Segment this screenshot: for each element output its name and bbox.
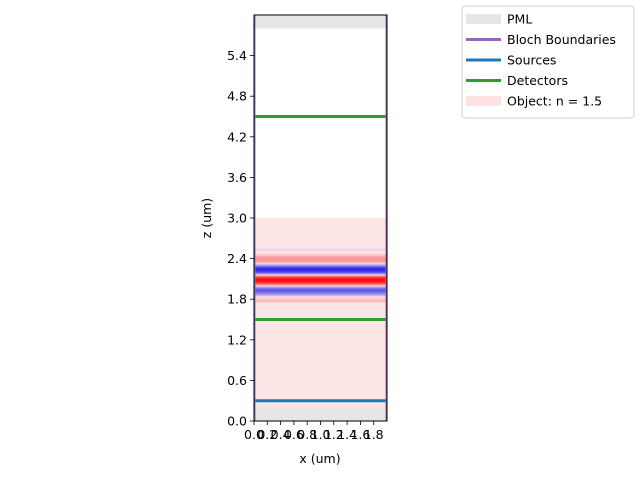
field-band xyxy=(254,291,387,293)
x-tick-label: 0.6 xyxy=(284,427,304,442)
y-tick-label: 4.2 xyxy=(227,129,247,144)
field-band xyxy=(254,269,387,271)
x-tick-label: 1.4 xyxy=(337,427,357,442)
field-band xyxy=(254,282,387,284)
field-band xyxy=(254,289,387,292)
field-band xyxy=(254,273,387,275)
x-tick-label: 1.8 xyxy=(364,427,384,442)
pml-region-1 xyxy=(254,15,387,29)
field-band xyxy=(254,260,387,262)
field-band xyxy=(254,275,387,277)
y-tick-label: 5.4 xyxy=(227,48,247,63)
field-band xyxy=(254,288,387,290)
legend: PML Bloch Boundaries Sources Detectors Objec… xyxy=(461,5,635,119)
field-band xyxy=(254,294,387,296)
field-band xyxy=(254,277,387,279)
field-band xyxy=(254,271,387,273)
field-band xyxy=(254,270,387,272)
field-band xyxy=(254,268,387,270)
y-tick-label: 4.8 xyxy=(227,89,247,104)
field-band xyxy=(254,253,387,255)
field-band xyxy=(254,263,387,265)
field-band xyxy=(254,295,387,297)
legend-patch xyxy=(466,96,501,106)
field-band xyxy=(254,283,387,285)
y-tick-label: 2.4 xyxy=(227,251,247,266)
field-band xyxy=(254,255,387,257)
pml-region-0 xyxy=(254,407,387,421)
y-tick-label: 3.0 xyxy=(227,211,247,226)
legend-box xyxy=(461,5,635,119)
x-tick-label: 1.2 xyxy=(324,427,344,442)
x-axis-label: x (um) xyxy=(299,451,340,466)
field-band xyxy=(254,248,387,250)
field-band xyxy=(254,256,387,259)
field-band xyxy=(254,259,387,261)
field-band xyxy=(254,285,387,287)
field-band xyxy=(254,297,387,299)
legend-label: Bloch Boundaries xyxy=(507,32,616,47)
field-band xyxy=(254,276,387,278)
field-band xyxy=(254,290,387,292)
legend-label: Sources xyxy=(507,53,556,68)
field-band xyxy=(254,278,387,280)
field-band xyxy=(254,267,387,269)
field-band xyxy=(254,266,387,268)
legend-label: Object: n = 1.5 xyxy=(507,94,602,109)
field-band xyxy=(254,292,387,294)
field-band xyxy=(254,286,387,288)
field-band xyxy=(254,287,387,289)
field-band xyxy=(254,264,387,266)
y-tick-label: 1.2 xyxy=(227,332,247,347)
field-band xyxy=(254,298,387,300)
field-band xyxy=(254,274,387,276)
field-band xyxy=(254,289,387,291)
field-band xyxy=(254,279,387,281)
x-tick-label: 0.0 xyxy=(244,427,264,442)
field-band xyxy=(254,249,387,251)
field-band xyxy=(254,301,387,303)
field-band xyxy=(254,283,387,286)
x-tick-label: 0.4 xyxy=(271,427,291,442)
field-band xyxy=(254,280,387,282)
field-band xyxy=(254,300,387,303)
field-band xyxy=(254,294,387,297)
field-band xyxy=(254,299,387,301)
legend-patch xyxy=(466,14,501,24)
y-tick-label: 3.6 xyxy=(227,170,247,185)
plot-content xyxy=(254,15,387,421)
field-band xyxy=(254,278,387,281)
x-tick-label: 1.6 xyxy=(350,427,370,442)
field-band xyxy=(254,293,387,295)
x-tick-label: 1.0 xyxy=(311,427,331,442)
field-band xyxy=(254,281,387,283)
field-band xyxy=(254,256,387,258)
y-axis-label: z (um) xyxy=(199,198,214,238)
y-tick-label: 0.0 xyxy=(227,414,247,429)
field-band xyxy=(254,267,387,270)
field-band xyxy=(254,272,387,274)
field-band xyxy=(254,258,387,260)
legend-label: Detectors xyxy=(507,73,568,88)
field-band xyxy=(254,300,387,302)
x-tick-label: 0.8 xyxy=(297,427,317,442)
y-tick-label: 1.8 xyxy=(227,292,247,307)
legend-label: PML xyxy=(507,12,532,27)
field-band xyxy=(254,272,387,275)
field-band xyxy=(254,265,387,267)
field-band xyxy=(254,261,387,264)
y-tick-label: 0.6 xyxy=(227,373,247,388)
field-band xyxy=(254,257,387,259)
axes: 0.00.20.40.60.81.01.21.41.61.80.00.61.21… xyxy=(227,14,388,442)
x-tick-label: 0.2 xyxy=(257,427,277,442)
field-band xyxy=(254,261,387,263)
field-band xyxy=(254,284,387,286)
field-band xyxy=(254,254,387,256)
